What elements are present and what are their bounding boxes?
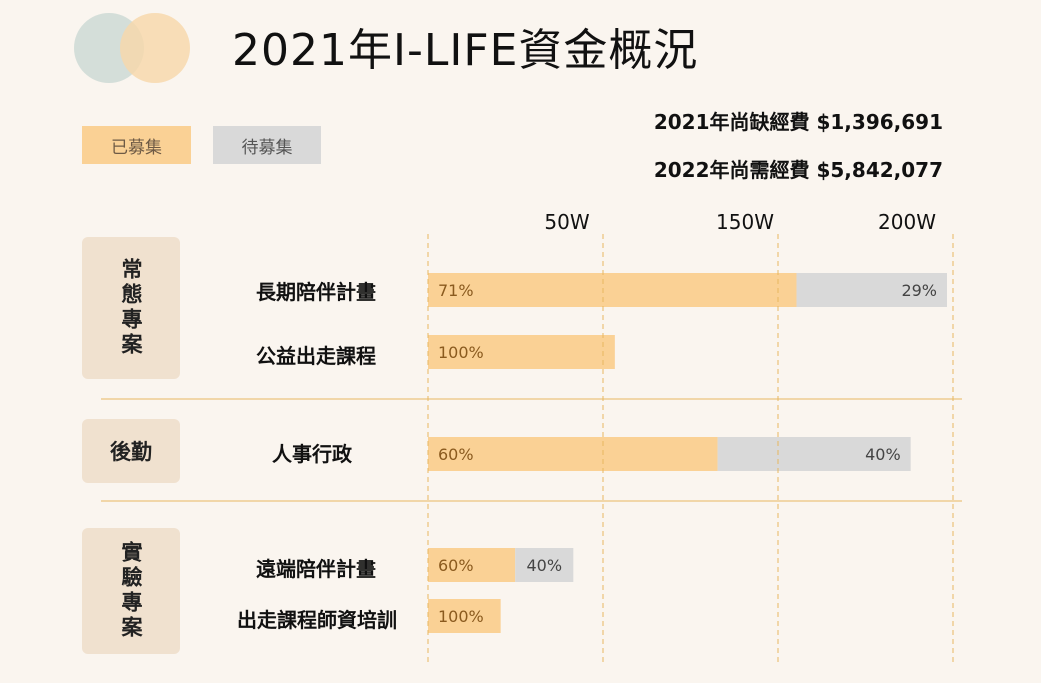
legend-pending: 待募集 — [213, 126, 321, 164]
bar-raised — [428, 548, 516, 582]
bar-raised — [428, 335, 615, 369]
pct-label-raised: 100% — [438, 343, 484, 362]
bar-pending — [515, 548, 574, 582]
category-experimental-label: 實驗專案 — [119, 541, 143, 641]
bar-raised — [428, 437, 718, 471]
pct-label-raised: 100% — [438, 607, 484, 626]
logo-circle-right — [120, 13, 190, 83]
category-experimental: 實驗專案 — [82, 528, 180, 654]
pct-label-raised: 60% — [438, 445, 474, 464]
row-label: 出走課程師資培訓 — [237, 608, 397, 632]
x-tick-label: 200W — [878, 210, 936, 234]
row-label: 人事行政 — [272, 442, 352, 466]
bar-raised — [428, 599, 501, 633]
row-label: 遠端陪伴計畫 — [256, 557, 376, 581]
bar-pending — [717, 437, 911, 471]
x-tick-label: 50W — [544, 210, 589, 234]
logo-circles — [74, 13, 190, 83]
row-label: 長期陪伴計畫 — [256, 280, 376, 304]
pct-label-raised: 71% — [438, 281, 474, 300]
legend-raised: 已募集 — [82, 126, 191, 164]
budget-needed-2022: 2022年尚需經費 $5,842,077 — [653, 158, 943, 182]
pct-label-pending: 40% — [865, 445, 901, 464]
pct-label-raised: 60% — [438, 556, 474, 575]
bar-raised — [428, 273, 797, 307]
category-logistics: 後勤 — [82, 419, 180, 483]
category-regular-label: 常態專案 — [119, 258, 143, 358]
pct-label-pending: 40% — [526, 556, 562, 575]
pct-label-pending: 29% — [901, 281, 937, 300]
category-logistics-label: 後勤 — [110, 440, 152, 464]
budget-shortfall-2021: 2021年尚缺經費 $1,396,691 — [653, 110, 943, 134]
x-tick-label: 150W — [716, 210, 774, 234]
row-label: 公益出走課程 — [256, 344, 376, 368]
page-title: 2021年I-LIFE資金概況 — [232, 25, 699, 76]
bar-pending — [796, 273, 947, 307]
category-regular: 常態專案 — [82, 237, 180, 379]
